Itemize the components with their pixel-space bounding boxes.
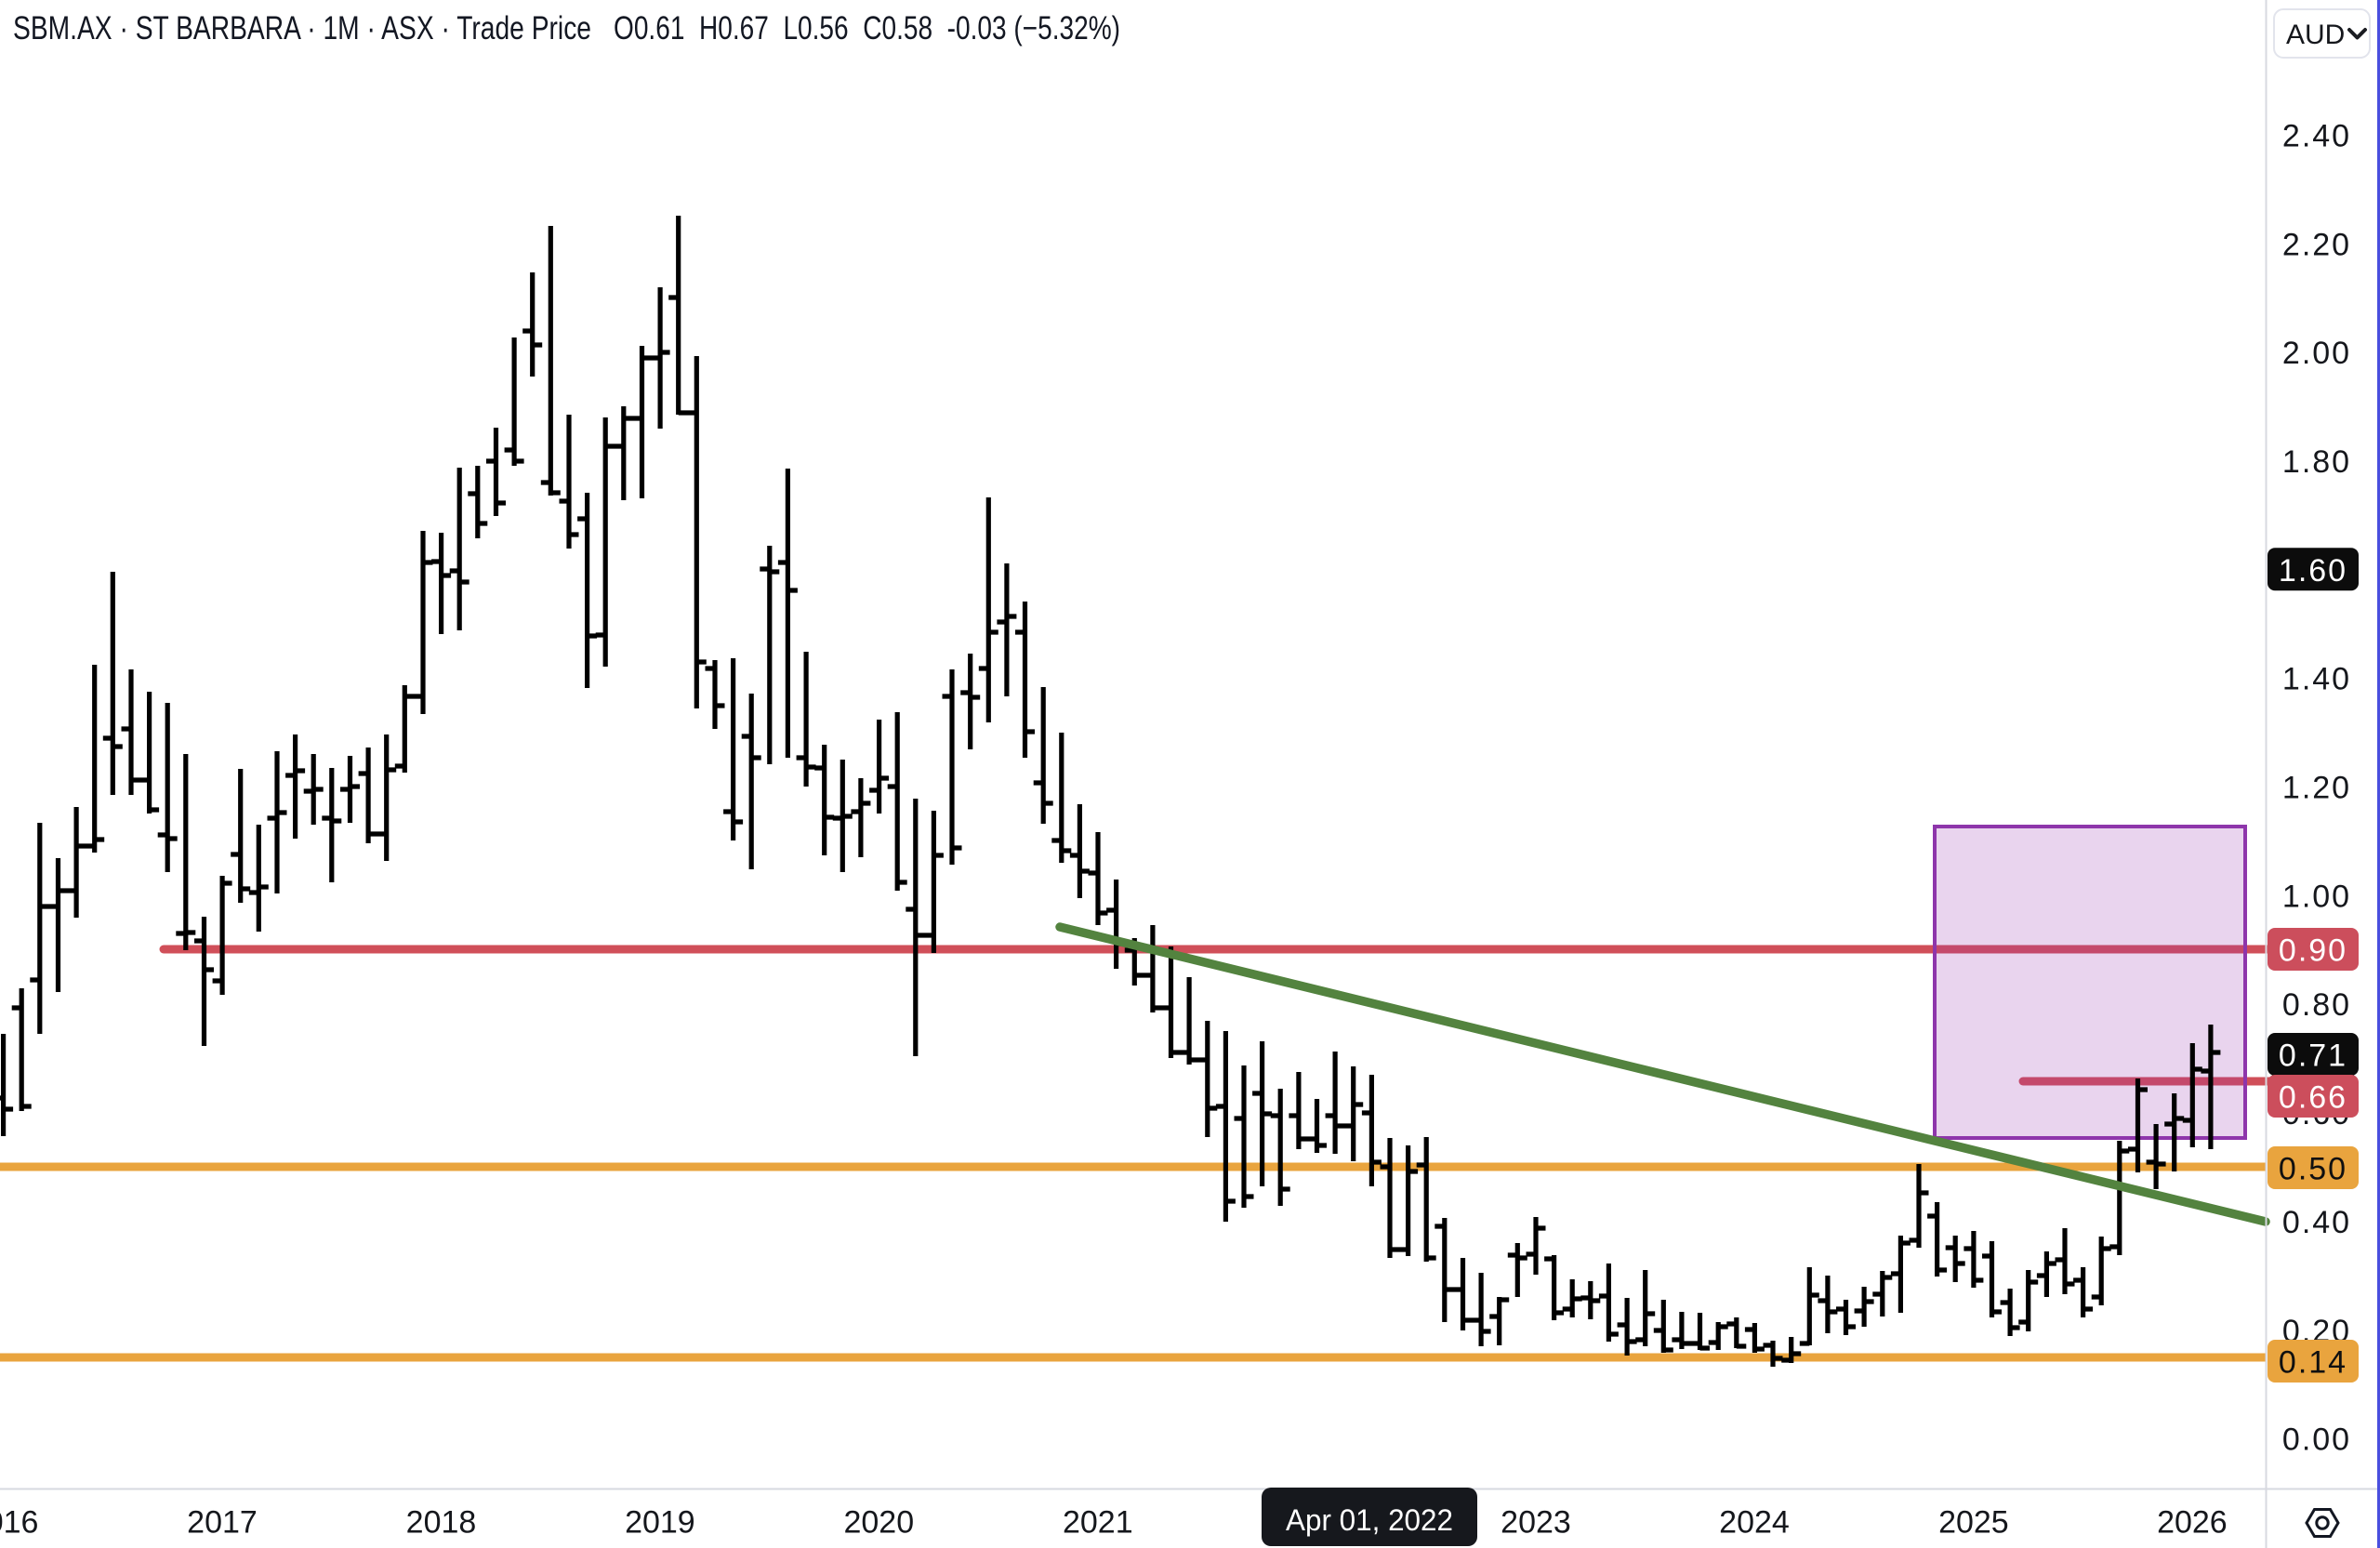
svg-text:2021: 2021 <box>1063 1505 1133 1541</box>
svg-text:1.40: 1.40 <box>2282 662 2351 697</box>
svg-text:2.40: 2.40 <box>2282 118 2351 153</box>
svg-text:2020: 2020 <box>843 1505 914 1541</box>
svg-text:0.14: 0.14 <box>2279 1345 2347 1381</box>
svg-text:2018: 2018 <box>406 1505 477 1541</box>
svg-text:2025: 2025 <box>1938 1505 2009 1541</box>
svg-text:2019: 2019 <box>625 1505 695 1541</box>
svg-text:2.00: 2.00 <box>2282 336 2351 371</box>
svg-text:1.80: 1.80 <box>2282 444 2351 480</box>
svg-text:AUD: AUD <box>2286 20 2345 50</box>
svg-text:O0.61 H0.67 L0.56 C0.58 -0: O0.61 H0.67 L0.56 C0.58 -0.03 (−5.32%) <box>614 10 1120 46</box>
svg-text:2016: 2016 <box>0 1505 38 1541</box>
svg-text:1.20: 1.20 <box>2282 771 2351 806</box>
svg-text:2.20: 2.20 <box>2282 227 2351 262</box>
svg-text:2023: 2023 <box>1501 1505 1571 1541</box>
svg-text:1.00: 1.00 <box>2282 879 2351 914</box>
svg-text:1.60: 1.60 <box>2279 553 2347 589</box>
svg-text:0.00: 0.00 <box>2282 1422 2351 1458</box>
svg-text:2017: 2017 <box>187 1505 258 1541</box>
svg-text:0.90: 0.90 <box>2279 933 2347 969</box>
svg-text:0.80: 0.80 <box>2282 987 2351 1023</box>
svg-text:SBM.AX · ST BARBARA · 1M · ASX: SBM.AX · ST BARBARA · 1M · ASX · Trade P… <box>13 10 591 46</box>
svg-text:0.71: 0.71 <box>2279 1039 2347 1074</box>
svg-text:Apr 01, 2022: Apr 01, 2022 <box>1286 1503 1453 1537</box>
svg-text:0.66: 0.66 <box>2279 1080 2347 1116</box>
svg-text:0.40: 0.40 <box>2282 1205 2351 1240</box>
svg-text:0.50: 0.50 <box>2279 1152 2347 1187</box>
svg-text:2024: 2024 <box>1719 1505 1790 1541</box>
svg-text:2026: 2026 <box>2157 1505 2228 1541</box>
